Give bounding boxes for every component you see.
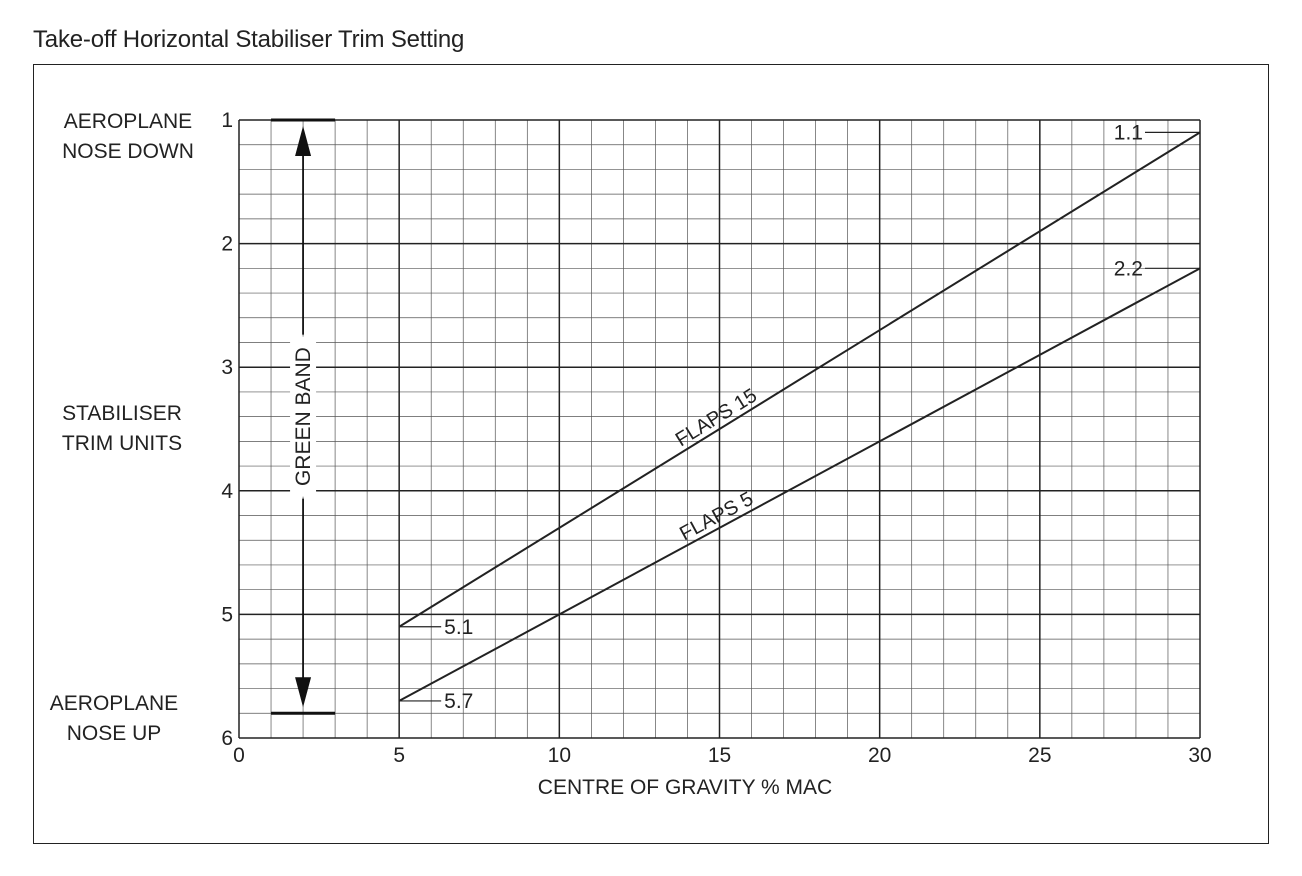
y-label-nose-up: AEROPLANE NOSE UP — [34, 689, 194, 749]
annotation-label: 1.1 — [1114, 121, 1143, 144]
page-title: Take-off Horizontal Stabiliser Trim Sett… — [33, 26, 465, 53]
band-arrow-up — [295, 126, 312, 156]
y-label-nose-down-line1: AEROPLANE — [63, 110, 193, 133]
y-label-nose-up-line2: NOSE UP — [66, 722, 162, 745]
x-tick-label: 10 — [548, 744, 571, 767]
y-tick-label: 6 — [221, 727, 233, 750]
y-tick-label: 2 — [221, 233, 233, 256]
x-tick-label: 0 — [233, 744, 245, 767]
green-band: GREEN BAND — [271, 118, 336, 715]
y-tick-label: 1 — [221, 109, 233, 132]
axis-ticks: 0 5 10 15 20 25 30 1 2 3 4 5 6 — [221, 109, 1211, 767]
grid-major — [238, 119, 1201, 739]
annotations: 1.1 2.2 5.1 5.7 — [399, 121, 1200, 713]
y-label-nose-down-line2: NOSE DOWN — [62, 140, 194, 163]
annotation-label: 5.1 — [444, 616, 473, 639]
x-tick-label: 25 — [1028, 744, 1051, 767]
annotation-label: 5.7 — [444, 690, 473, 713]
y-tick-label: 3 — [221, 356, 233, 379]
y-axis-title-line1: STABILISER — [62, 402, 182, 425]
series-line — [398, 131, 1201, 628]
y-tick-label: 4 — [221, 480, 233, 503]
series-label: FLAPS 5 — [676, 488, 757, 545]
y-axis-title-line2: TRIM UNITS — [61, 432, 183, 455]
chart-frame: AEROPLANE NOSE DOWN STABILISER TRIM UNIT… — [33, 64, 1269, 844]
x-tick-label: 15 — [708, 744, 731, 767]
x-tick-label: 30 — [1188, 744, 1211, 767]
x-axis-title: CENTRE OF GRAVITY % MAC — [538, 776, 832, 799]
series-line — [398, 267, 1201, 702]
x-tick-label: 20 — [868, 744, 891, 767]
y-label-nose-up-line1: AEROPLANE — [49, 692, 179, 715]
annotation-label: 2.2 — [1114, 257, 1143, 280]
band-arrow-down — [295, 677, 312, 708]
band-label: GREEN BAND — [292, 347, 315, 486]
x-tick-label: 5 — [393, 744, 405, 767]
y-label-nose-down: AEROPLANE NOSE DOWN — [48, 107, 208, 167]
band-label-bg — [290, 336, 317, 497]
y-axis-title: STABILISER TRIM UNITS — [42, 399, 202, 459]
y-tick-label: 5 — [221, 603, 233, 626]
